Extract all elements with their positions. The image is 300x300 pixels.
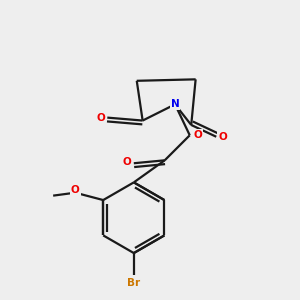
Text: Br: Br <box>127 278 140 288</box>
Text: O: O <box>123 157 132 167</box>
Text: O: O <box>97 112 105 123</box>
Text: N: N <box>171 99 179 110</box>
Text: O: O <box>194 130 202 140</box>
Text: O: O <box>71 185 80 195</box>
Text: O: O <box>218 132 227 142</box>
